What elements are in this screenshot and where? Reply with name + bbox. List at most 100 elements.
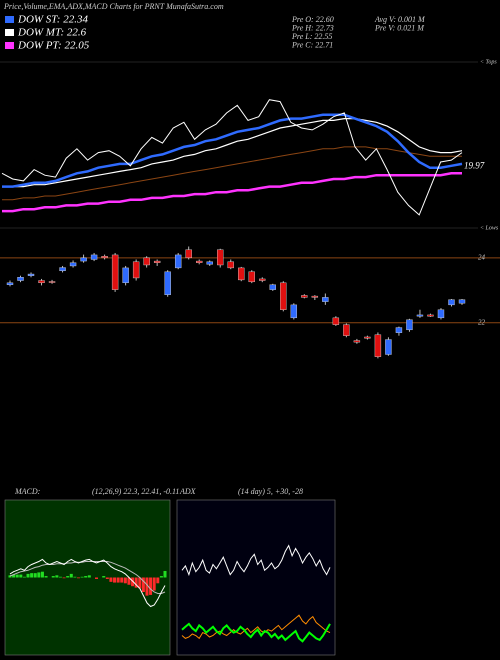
histogram-bar [159,576,163,578]
series-line [181,544,331,577]
candle-body [38,280,45,284]
histogram-bar [127,577,131,585]
candle-body [458,299,466,304]
histogram-bar [149,577,153,595]
legend-swatch [5,29,14,36]
series-line [1,99,463,216]
histogram-bar [19,574,23,578]
histogram-bar [113,577,117,583]
histogram-bar [22,576,26,578]
histogram-bar [84,576,88,578]
candle-body [217,249,224,266]
histogram-bar [163,570,167,578]
candle-body [111,254,119,290]
info-text: Pre V: 0.021 M [374,23,425,32]
series-line [2,146,462,201]
info-text: Pre O: 22.60 [291,15,334,24]
histogram-bar [15,574,19,578]
adx-title: ADX [179,487,197,496]
histogram-bar [156,577,160,584]
candle-body [153,260,161,263]
candle-body [448,299,455,306]
histogram-bar [30,573,34,578]
series-line [9,561,166,594]
candle-body [238,267,245,281]
candle-body [311,295,319,298]
legend-label: DOW MT: 22.6 [17,27,87,39]
candle-body [406,319,413,331]
candle-body [17,277,24,281]
histogram-bar [73,576,77,578]
candle-body [6,282,14,285]
histogram-bar [109,577,113,582]
macd-panel [4,499,171,656]
candle-body [80,257,87,262]
adx-params: (14 day) 5, +30, -28 [238,487,303,496]
histogram-bar [44,576,48,578]
chart-title: Price,Volume,EMA,ADX,MACD Charts for PRN… [3,2,224,11]
candle-body [101,256,108,259]
tops-note: < Tops [480,59,497,65]
candle-body [196,260,203,263]
histogram-bar [12,574,16,578]
histogram-bar [40,571,44,578]
histogram-bar [26,573,30,578]
candle-body [343,324,350,336]
histogram-bar [105,577,109,579]
candle-body [164,271,171,296]
histogram-bar [131,577,135,587]
legend-label: DOW ST: 22.34 [17,14,88,26]
candle-body [122,267,129,284]
histogram-bar [152,577,156,591]
legend-swatch [5,16,14,23]
candle-body [416,314,424,317]
histogram-bar [58,576,62,578]
candle-body [27,273,35,276]
candle-body [143,257,150,266]
candle-body [322,297,329,302]
legend-label: DOW PT: 22.05 [17,40,90,52]
series-line [181,622,331,643]
candle-body [259,278,266,281]
candle-body [90,254,98,260]
histogram-bar [69,573,73,578]
series-line [9,558,166,608]
candle-body [132,261,140,279]
histogram-bar [76,577,80,579]
lows-note: < Lows [480,225,499,231]
candle-body [206,261,213,265]
candle-body [269,284,276,290]
candle-body [374,334,382,357]
candle-body [248,271,255,283]
candle-body [301,295,308,298]
candle-body [290,304,298,319]
histogram-bar [141,577,145,592]
histogram-bar [8,575,12,578]
legend-swatch [5,42,14,49]
histogram-bar [138,577,142,589]
histogram-bar [134,577,138,588]
histogram-bar [33,573,37,578]
y-tick-label: 24 [478,253,486,261]
info-text: Pre H: 22.73 [291,23,334,32]
candle-body [185,249,192,259]
candle-body [427,314,434,317]
histogram-bar [120,577,124,583]
candle-body [69,262,77,267]
candle-body [353,340,361,343]
candle-body [59,267,66,272]
candle-body [385,339,392,355]
candle-body [437,309,445,319]
info-text: Avg V: 0.001 M [374,15,426,24]
histogram-bar [102,576,106,578]
candle-body [395,327,403,333]
histogram-bar [66,576,70,578]
candle-body [332,317,340,325]
macd-title: MACD: [14,487,41,496]
info-text: Pre C: 22.71 [291,40,333,49]
candle-body [280,282,287,310]
candle-body [48,281,56,283]
histogram-bar [62,577,66,579]
series-line [2,172,462,213]
